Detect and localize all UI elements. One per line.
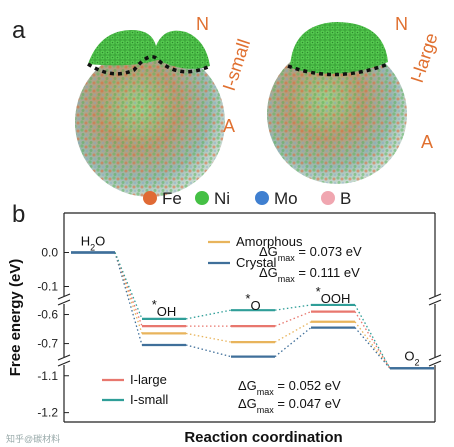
axis-break-gap <box>58 357 70 365</box>
axis-break-mark <box>428 360 442 367</box>
large-particle-cap <box>290 22 388 74</box>
axis-break-gap <box>429 296 441 304</box>
watermark: 知乎@碳材料 <box>6 433 60 444</box>
state-label-3: *OOH <box>316 284 351 307</box>
y-tick-label: -0.6 <box>37 308 58 322</box>
axis-break-mark <box>428 354 442 361</box>
small-particle-cluster <box>75 30 225 197</box>
large-particle-site-label: N <box>395 14 408 34</box>
axis-break-mark <box>57 354 71 361</box>
state-label-4: O2 <box>404 348 419 367</box>
connector-crystal <box>114 252 143 346</box>
legend-label-i-large: I-large <box>130 372 167 387</box>
connector-i-small <box>354 304 391 369</box>
axis-break-mark <box>428 299 442 306</box>
state-label-2: *O <box>245 291 260 314</box>
y-tick-label: 0.0 <box>41 246 58 260</box>
large-particle-cluster <box>267 22 407 184</box>
small-particle-site-label: N <box>196 14 209 34</box>
connector-i-small <box>274 304 312 311</box>
element-legend: Fe Ni Mo B <box>143 189 351 208</box>
axis-break-gap <box>429 357 441 365</box>
large-particle-interface <box>287 62 389 77</box>
energy-diagram: 0.0 -0.1 -0.6 -0.7 -1.1 -1.2 Free energy (eV) R… <box>7 212 442 446</box>
y-tick-label: -1.2 <box>37 406 58 420</box>
annotation-dgmax-1: ΔGmax = 0.111 eV <box>259 265 360 284</box>
annotation-dgmax-3: ΔGmax = 0.047 eV <box>238 396 341 415</box>
small-particle-interface <box>87 54 211 76</box>
large-particle-name: I-large <box>407 31 442 86</box>
y-tick-label: -1.1 <box>37 369 58 383</box>
panel-b-label: b <box>12 201 25 228</box>
axis-break-mark <box>57 293 71 300</box>
element-dot-mo <box>255 191 269 205</box>
y-axis-title: Free energy (eV) <box>7 259 24 377</box>
state-label-1: *OH <box>152 297 177 320</box>
element-label-fe: Fe <box>162 189 182 208</box>
x-axis-title: Reaction coordination <box>184 429 342 446</box>
connector-crystal <box>185 344 232 358</box>
legend-label-crystal: Crystal <box>236 255 277 270</box>
legend-label-amorphous: Amorphous <box>236 234 303 249</box>
small-particle-name: I-small <box>219 37 254 94</box>
connector-i-large <box>114 252 143 327</box>
panel-a-label: a <box>12 17 26 44</box>
connector-i-large <box>274 311 312 327</box>
connector-i-small <box>185 309 232 320</box>
axis-break-mark <box>428 293 442 300</box>
connector-amorphous <box>185 332 232 343</box>
annotation-dgmax-2: ΔGmax = 0.052 eV <box>238 378 341 397</box>
connector-i-large <box>354 311 391 369</box>
connector-crystal <box>354 327 391 369</box>
element-dot-ni <box>195 191 209 205</box>
element-dot-fe <box>143 191 157 205</box>
small-particle-region-label: A <box>223 116 235 136</box>
small-particle-cap <box>88 30 210 69</box>
state-label-0: H2O <box>81 234 106 253</box>
element-label-ni: Ni <box>214 189 230 208</box>
annotation-dgmax-0: ΔGmax = 0.073 eV <box>259 244 362 263</box>
axis-break-mark <box>57 360 71 367</box>
y-tick-label: -0.7 <box>37 337 58 351</box>
y-tick-label: -0.1 <box>37 280 58 294</box>
element-label-mo: Mo <box>274 189 298 208</box>
connector-amorphous <box>274 321 312 343</box>
axis-break-mark <box>57 299 71 306</box>
legend-label-i-small: I-small <box>130 392 168 407</box>
connector-i-small <box>114 252 143 320</box>
large-particle-region-label: A <box>421 132 433 152</box>
axis-break-gap <box>58 296 70 304</box>
element-label-b: B <box>340 189 351 208</box>
element-dot-b <box>321 191 335 205</box>
